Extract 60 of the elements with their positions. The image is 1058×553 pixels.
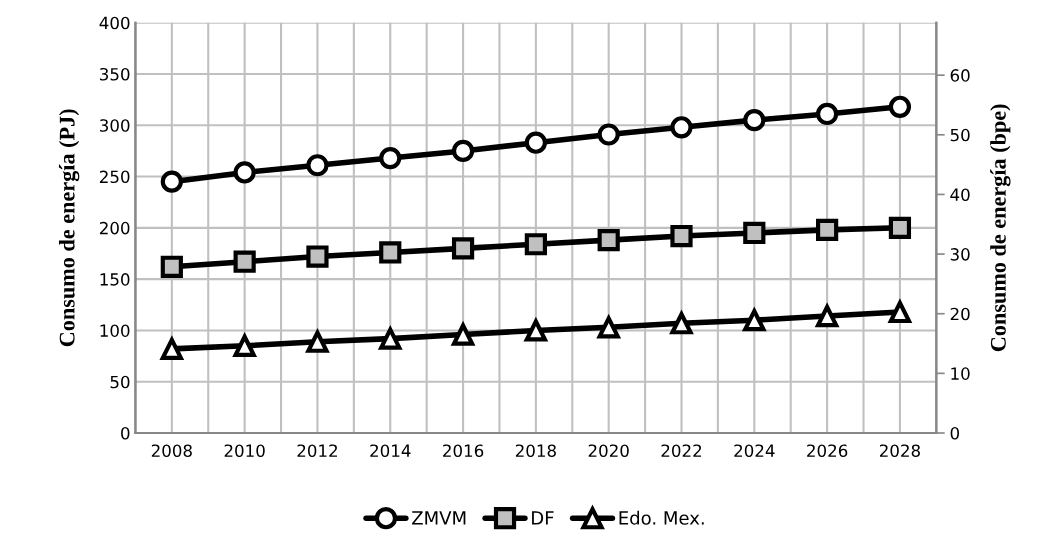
point (888, 95, 912, 118)
y-tick-label: 300 (100, 119, 130, 132)
point (306, 245, 329, 268)
legend-label: ZMVM (412, 511, 466, 525)
point (816, 102, 839, 126)
point (305, 328, 330, 353)
point (670, 224, 693, 248)
x-tick-label: 2014 (370, 444, 411, 458)
y2-tick-label: 0 (950, 426, 960, 440)
y2-tick-label: 60 (950, 69, 970, 82)
point (670, 116, 693, 139)
point (160, 255, 183, 278)
point (816, 218, 839, 242)
y2-tick-label: 10 (951, 367, 970, 380)
y2-tick-label: 30 (950, 248, 970, 261)
point (888, 216, 912, 239)
point (306, 154, 329, 177)
point (887, 298, 913, 324)
y-axis-title: Consumo de energía (PJ) (58, 109, 80, 347)
x-tick-label: 2022 (661, 444, 702, 458)
y-tick-label: 0 (121, 426, 130, 440)
x-tick-label: 2012 (297, 444, 337, 458)
y-tick-label: 100 (100, 324, 130, 337)
point (232, 332, 257, 357)
point (597, 123, 620, 146)
point (233, 250, 256, 273)
point (524, 233, 547, 256)
y2-tick-label: 40 (950, 188, 970, 202)
point (379, 146, 402, 170)
y2-axis-title: Consumo de energía (bpe) (990, 104, 1011, 352)
point (233, 161, 256, 184)
x-tick-label: 2026 (807, 444, 848, 458)
point (379, 241, 402, 264)
y-tick-label: 150 (100, 273, 130, 286)
x-tick-label: 2028 (879, 444, 920, 458)
legend-label: DF (532, 511, 554, 525)
point (743, 109, 766, 132)
x-tick-label: 2016 (443, 444, 484, 458)
point (524, 131, 547, 154)
legend-label: Edo. Mex. (619, 510, 704, 525)
x-tick-label: 2018 (515, 444, 556, 458)
point (451, 237, 475, 260)
x-tick-label: 2020 (588, 444, 629, 458)
y2-tick-label: 50 (950, 128, 970, 142)
point (597, 229, 620, 252)
x-tick-label: 2010 (224, 444, 265, 458)
x-tick-label: 2008 (151, 444, 192, 458)
point (814, 302, 840, 328)
point (378, 325, 403, 350)
point (743, 221, 766, 245)
y-tick-label: 200 (99, 221, 130, 235)
y-tick-label: 50 (110, 375, 130, 389)
y-tick-label: 250 (99, 170, 130, 184)
x-tick-label: 2024 (734, 444, 775, 458)
y-tick-label: 400 (99, 16, 130, 30)
y2-tick-label: 20 (950, 307, 970, 321)
point (451, 139, 475, 163)
point (159, 335, 185, 360)
y-tick-label: 350 (100, 67, 130, 81)
point (160, 170, 183, 193)
